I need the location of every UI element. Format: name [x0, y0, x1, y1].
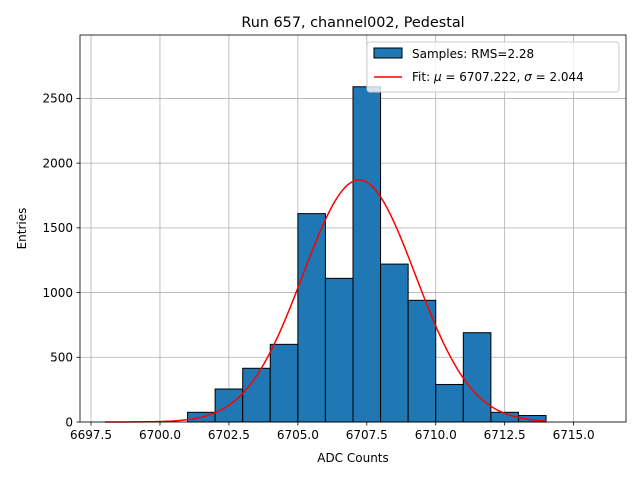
histogram-bar-7	[380, 263, 409, 423]
histogram-bar-4	[297, 213, 326, 423]
chart-title: Run 657, channel002, Pedestal	[241, 15, 464, 31]
legend-label-fit: Fit: μ = 6707.222, σ = 2.044	[412, 70, 584, 84]
x-tick-label-7: 6715.0	[553, 428, 595, 442]
histogram-bar-3	[269, 343, 299, 423]
y-tick-label-0: 0	[65, 415, 73, 429]
legend-fit-mu-value: = 6707.222,	[442, 70, 525, 84]
histogram-bar-5	[324, 277, 354, 423]
x-axis-ticks: 6697.5 6700.0 6702.5 6705.0 6707.5 6710.0 6712…	[70, 422, 595, 442]
y-tick-label-4: 2000	[42, 156, 73, 170]
legend-fit-sigma-symbol: σ	[524, 70, 532, 84]
x-tick-label-0: 6697.5	[70, 428, 112, 442]
x-axis-label: ADC Counts	[317, 451, 389, 465]
legend: Samples: RMS=2.28 Fit: μ = 6707.222, σ =…	[366, 41, 620, 93]
legend-fit-prefix: Fit:	[412, 70, 434, 84]
y-axis-label: Entries	[15, 208, 29, 250]
legend-label-samples: Samples: RMS=2.28	[412, 47, 534, 61]
legend-box	[366, 41, 620, 93]
x-tick-label-3: 6705.0	[277, 428, 319, 442]
legend-fit-mu-symbol: μ	[433, 70, 442, 84]
plot-frame	[79, 34, 627, 423]
fit-curve	[104, 179, 547, 423]
legend-fit-sigma-value: = 2.044	[532, 70, 584, 84]
x-tick-label-6: 6712.5	[484, 428, 526, 442]
legend-swatch-samples	[373, 47, 403, 59]
x-tick-label-1: 6700.0	[139, 428, 181, 442]
y-tick-label-2: 1000	[42, 286, 73, 300]
histogram-bar-8	[407, 299, 437, 423]
x-tick-label-5: 6710.0	[415, 428, 457, 442]
histogram-bar-6	[352, 86, 382, 423]
y-tick-label-5: 2500	[42, 92, 73, 106]
x-tick-label-2: 6702.5	[208, 428, 250, 442]
y-tick-label-1: 500	[50, 351, 73, 365]
y-tick-label-3: 1500	[42, 221, 73, 235]
histogram-bar-9	[435, 383, 464, 423]
y-axis-ticks: 0 500 1000 1500 2000 2500	[42, 92, 80, 429]
histogram-bar-10	[462, 332, 492, 423]
x-tick-label-4: 6707.5	[346, 428, 388, 442]
